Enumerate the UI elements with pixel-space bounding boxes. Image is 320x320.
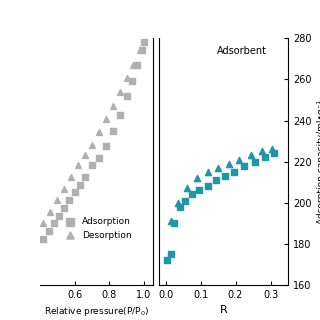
- Desorption: [55, 197, 60, 203]
- Point: [215, 165, 220, 170]
- Point: [196, 188, 201, 193]
- Desorption: [138, 47, 143, 52]
- Point: [242, 163, 247, 168]
- Adsorption: [89, 163, 94, 168]
- Point: [168, 219, 173, 224]
- X-axis label: R: R: [220, 305, 227, 315]
- Adsorption: [51, 221, 56, 226]
- Desorption: [68, 174, 74, 180]
- Point: [195, 175, 200, 180]
- Point: [184, 186, 189, 191]
- Point: [214, 178, 219, 183]
- Point: [226, 161, 231, 166]
- Point: [172, 221, 177, 226]
- Adsorption: [129, 78, 134, 83]
- Adsorption: [72, 190, 77, 195]
- Desorption: [141, 40, 147, 45]
- Desorption: [103, 117, 108, 122]
- Desorption: [41, 221, 46, 226]
- Point: [168, 252, 173, 257]
- Point: [182, 198, 188, 203]
- Adsorption: [62, 205, 67, 210]
- Adsorption: [57, 213, 62, 218]
- Desorption: [89, 142, 94, 147]
- Desorption: [131, 63, 136, 68]
- Adsorption: [77, 182, 82, 187]
- Desorption: [48, 209, 53, 214]
- Y-axis label: Adsorption capacity/ml•g⁻¹: Adsorption capacity/ml•g⁻¹: [317, 100, 320, 224]
- Legend: Adsorption, Desorption: Adsorption, Desorption: [58, 213, 135, 243]
- Text: Adsorbent: Adsorbent: [217, 46, 267, 56]
- Desorption: [62, 186, 67, 191]
- Point: [263, 155, 268, 160]
- Point: [165, 258, 170, 263]
- Point: [231, 169, 236, 174]
- Point: [222, 173, 228, 179]
- Desorption: [124, 76, 129, 81]
- Adsorption: [140, 47, 145, 52]
- Point: [270, 147, 275, 152]
- Point: [177, 204, 182, 209]
- Adsorption: [117, 113, 122, 118]
- Desorption: [96, 130, 101, 135]
- Point: [236, 157, 242, 162]
- Desorption: [110, 104, 115, 109]
- Desorption: [76, 163, 81, 168]
- Point: [259, 149, 264, 154]
- Adsorption: [134, 63, 140, 68]
- Desorption: [117, 90, 122, 95]
- Adsorption: [103, 144, 108, 149]
- Desorption: [83, 153, 88, 158]
- Adsorption: [67, 197, 72, 203]
- Adsorption: [124, 93, 129, 99]
- Point: [271, 151, 276, 156]
- Adsorption: [46, 228, 51, 234]
- Point: [249, 153, 254, 158]
- Point: [205, 184, 210, 189]
- Point: [252, 159, 257, 164]
- Adsorption: [83, 174, 88, 180]
- Point: [205, 169, 210, 174]
- Adsorption: [96, 155, 101, 160]
- Point: [189, 192, 194, 197]
- Adsorption: [141, 40, 147, 45]
- Point: [175, 200, 180, 205]
- X-axis label: Relative pressure(P/P$_0$): Relative pressure(P/P$_0$): [44, 305, 149, 318]
- Adsorption: [41, 236, 46, 241]
- Adsorption: [110, 128, 115, 133]
